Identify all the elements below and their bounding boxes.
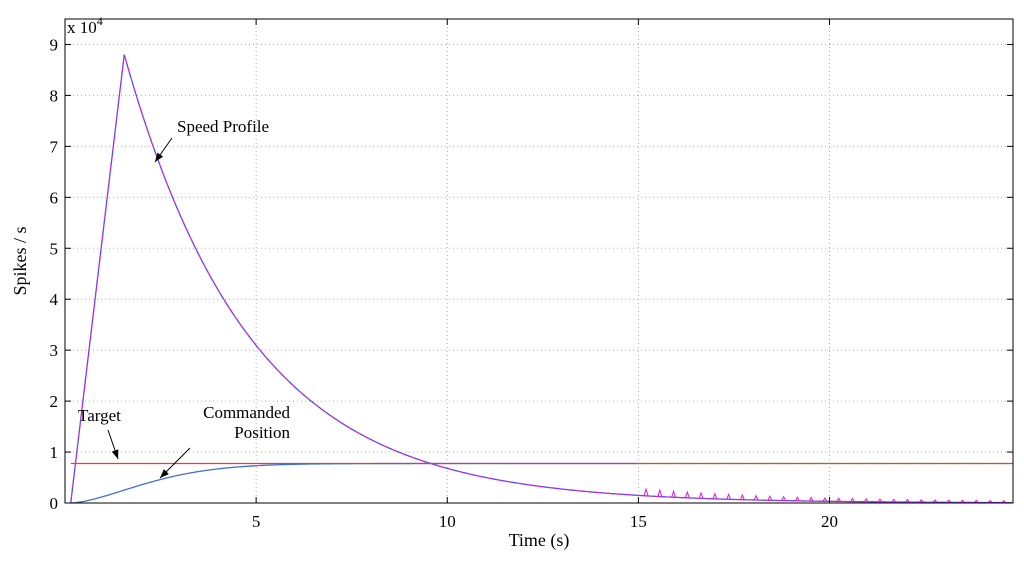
speed-ripple-spike [960, 499, 965, 503]
y-axis-label: Spikes / s [10, 226, 30, 295]
speed-ripple-spike [671, 489, 676, 498]
speed-ripple-spike [684, 490, 690, 498]
plot-frame [64, 18, 1014, 504]
axis-ticks: 5 10 15 20 0 1 2 3 4 5 6 7 8 9 [50, 19, 1013, 531]
data-series [70, 54, 1013, 504]
arrow-target-head [111, 449, 119, 459]
x-tick-label: 15 [630, 512, 647, 531]
plot-area [65, 19, 1013, 503]
speed-ripple-spike [918, 498, 924, 503]
y-tick-label: 0 [50, 494, 59, 513]
y-tick-label: 1 [50, 443, 59, 462]
annotation-speed-profile: Speed Profile [177, 117, 269, 136]
speed-ripple-spike [850, 497, 855, 502]
x-tick-label: 5 [252, 512, 261, 531]
speed-ripple-spike [795, 496, 800, 502]
annotation-commanded-position: Commanded Position [203, 403, 290, 442]
speed-ripple-spike [739, 493, 745, 500]
arrow-commanded-position-head [160, 469, 169, 478]
speed-ripple-spike [987, 499, 993, 503]
speed-ripple-spike [1001, 499, 1007, 503]
y-tick-label: 7 [50, 137, 59, 156]
commanded-position-line [70, 462, 639, 504]
speed-ripple-spike [643, 487, 649, 496]
grid-lines [65, 19, 1013, 503]
y-tick-label: 3 [50, 341, 59, 360]
y-tick-label: 8 [50, 86, 59, 105]
speed-ripple-spike [822, 496, 828, 502]
speed-ripple-spike [712, 492, 718, 500]
speed-ripple-spike [808, 496, 814, 502]
speed-ripple-spike [836, 497, 842, 502]
x-tick-label: 20 [821, 512, 838, 531]
speed-ripple-spike [946, 499, 952, 503]
speed-ripple-spike [726, 493, 731, 500]
annotation-target: Target [78, 406, 121, 425]
speed-ripple-spike [753, 494, 759, 501]
y-tick-label: 9 [50, 35, 59, 54]
y-tick-label: 6 [50, 188, 59, 207]
speed-ripple-spike [781, 495, 787, 501]
speed-ripple-spike [932, 499, 938, 503]
y-multiplier: x 104 [67, 14, 103, 37]
speed-ripple-spike [877, 498, 883, 503]
x-axis-label: Time (s) [509, 530, 570, 551]
speed-ripple-spike [974, 499, 979, 503]
speed-ripple-spike [767, 495, 773, 501]
speed-ripple-spike [905, 498, 910, 503]
y-multiplier-exponent: 4 [97, 14, 103, 28]
speed-ripple-spike [698, 491, 704, 499]
x-tick-label: 10 [439, 512, 456, 531]
y-tick-label: 4 [50, 290, 59, 309]
y-tick-label: 5 [50, 239, 59, 258]
speed-ripple-spike [863, 497, 869, 503]
speed-ripple-spike [891, 498, 897, 503]
y-tick-label: 2 [50, 392, 59, 411]
speed-ripple-spike [657, 488, 663, 497]
annotations: Speed Profile Target Commanded Position [78, 117, 290, 479]
arrow-speed-profile-head [155, 152, 164, 162]
